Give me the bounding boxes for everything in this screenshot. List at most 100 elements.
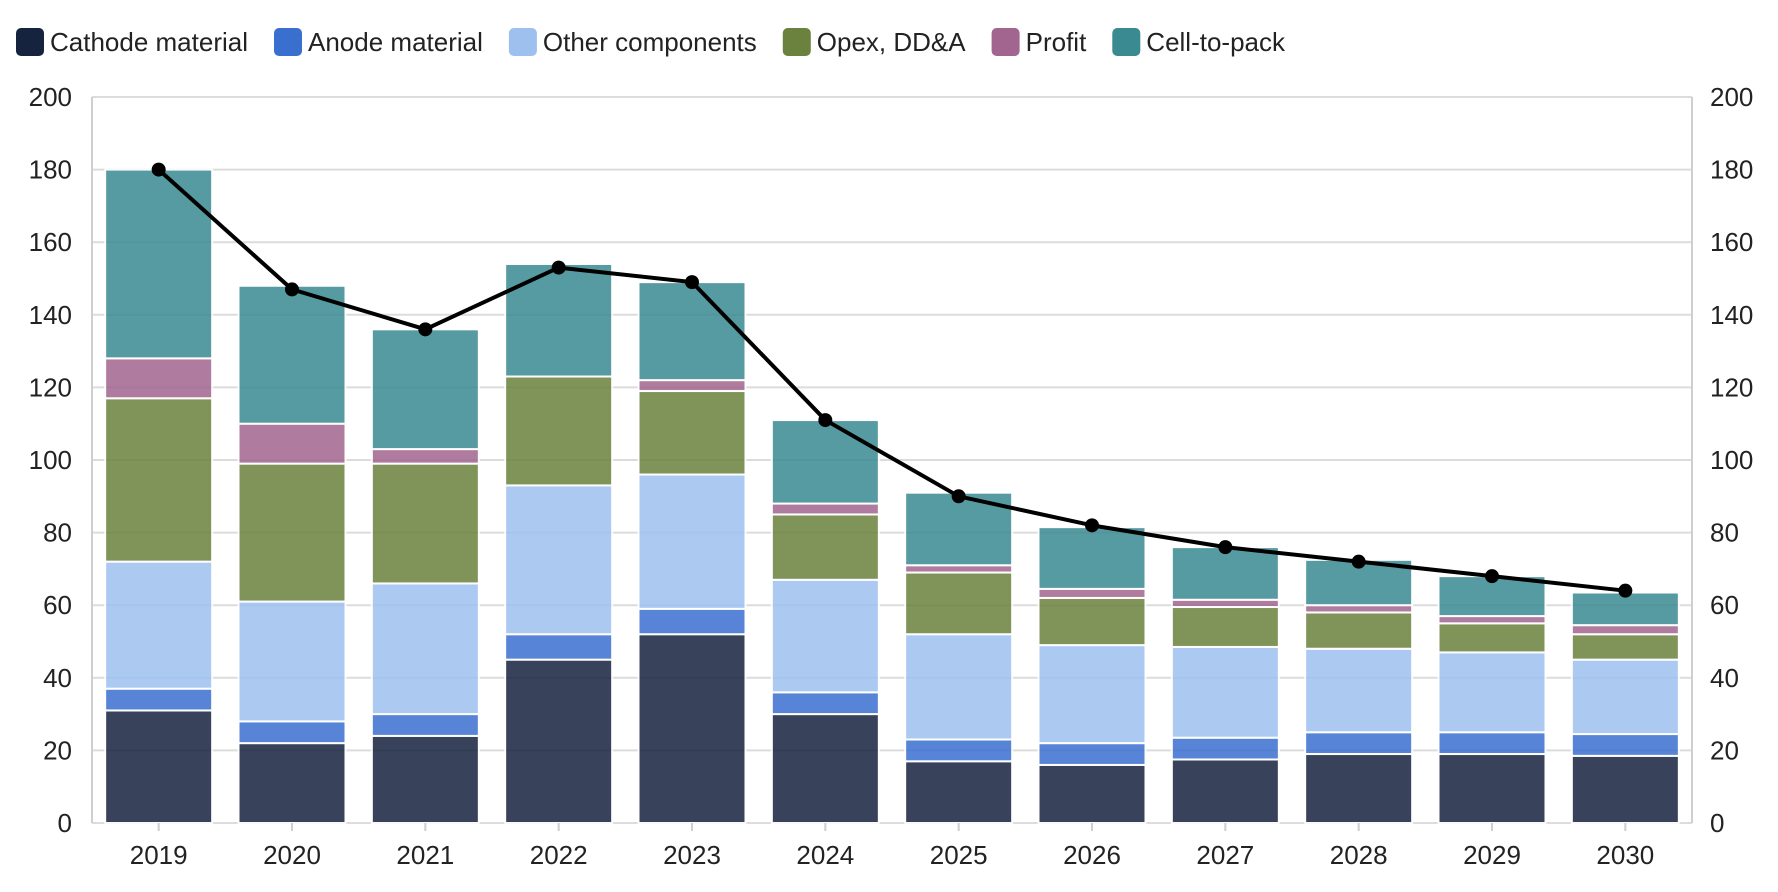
bar-segment-opex-dd-a-2030: [1570, 633, 1680, 661]
bar-segment-other-components-2023: [637, 473, 747, 610]
y-tick-left: 60: [43, 590, 72, 620]
x-tick-label: 2029: [1463, 840, 1521, 870]
y-tick-right: 80: [1710, 518, 1739, 548]
bar-segment-opex-dd-a-2020: [237, 462, 347, 603]
bar-segment-opex-dd-a-2025: [904, 571, 1014, 636]
bar-segment-cell-to-pack-2019: [104, 168, 214, 360]
bar-segment-cathode-material-2027: [1170, 758, 1280, 824]
bar-segment-cathode-material-2026: [1037, 763, 1147, 824]
legend-swatch-5: [1112, 28, 1141, 56]
bar-segment-other-components-2019: [104, 560, 214, 690]
bar-segment-cathode-material-2021: [370, 734, 480, 825]
x-axis: 2019 2020 2021 2022 2023 2024 2025 2026 2027 2028…: [130, 823, 1654, 870]
y-tick-left: 180: [29, 155, 72, 185]
legend-label-2: Other components: [543, 27, 757, 57]
legend-label-0: Cathode material: [50, 27, 248, 57]
bar-segment-other-components-2020: [237, 600, 347, 723]
bar-segment-profit-2019: [104, 357, 214, 400]
legend: Cathode material Anode material Other comp…: [16, 27, 1286, 57]
legend-label-5: Cell-to-pack: [1146, 27, 1286, 57]
y-tick-right: 120: [1710, 372, 1753, 402]
y-tick-right: 20: [1710, 735, 1739, 765]
y-tick-left: 140: [29, 300, 72, 330]
y-tick-left: 40: [43, 663, 72, 693]
bar-segment-profit-2027: [1170, 598, 1280, 609]
y-tick-right: 0: [1710, 808, 1724, 838]
bar-segment-profit-2025: [904, 564, 1014, 574]
bar-segment-cell-to-pack-2020: [237, 284, 347, 425]
y-tick-right: 200: [1710, 82, 1753, 112]
total-line: [157, 168, 1626, 593]
bar-segment-cell-to-pack-2021: [370, 328, 480, 451]
x-tick-label: 2022: [530, 840, 588, 870]
bar-segment-other-components-2025: [904, 633, 1014, 741]
bar-segment-opex-dd-a-2022: [504, 375, 614, 487]
bar-segment-anode-material-2026: [1037, 742, 1147, 766]
bar-segment-other-components-2030: [1570, 658, 1680, 736]
bar-segment-cell-to-pack-2030: [1570, 591, 1680, 627]
bar-segment-other-components-2021: [370, 582, 480, 716]
bar-segment-profit-2029: [1437, 615, 1547, 625]
y-tick-right: 180: [1710, 155, 1753, 185]
x-tick-label: 2019: [130, 840, 188, 870]
legend-label-1: Anode material: [308, 27, 483, 57]
bar-segment-opex-dd-a-2028: [1304, 611, 1414, 650]
bar-segment-anode-material-2021: [370, 713, 480, 737]
legend-swatch-2: [508, 28, 537, 56]
y-tick-left: 80: [43, 518, 72, 548]
bar-segment-anode-material-2025: [904, 738, 1014, 763]
bar-segment-anode-material-2019: [104, 687, 214, 712]
y-tick-left: 120: [29, 372, 72, 402]
total-point-2019: [151, 162, 166, 177]
bar-segment-opex-dd-a-2023: [637, 390, 747, 476]
y-tick-left: 20: [43, 735, 72, 765]
bar-segment-cell-to-pack-2022: [504, 262, 614, 378]
total-point-2029: [1485, 569, 1499, 584]
bar-segment-anode-material-2028: [1304, 731, 1414, 756]
legend-swatch-1: [274, 28, 302, 56]
y-axis-left: 0 20 40 60 80 100 120 140 160 180 200: [29, 82, 72, 838]
bar-segment-opex-dd-a-2019: [104, 397, 214, 563]
total-line-series: [151, 162, 1633, 598]
total-point-2022: [551, 260, 566, 275]
bar-segment-other-components-2029: [1437, 651, 1547, 734]
bar-segment-profit-2028: [1304, 604, 1414, 614]
bar-segment-anode-material-2022: [504, 633, 614, 661]
y-tick-right: 60: [1710, 590, 1739, 620]
total-point-2027: [1218, 540, 1233, 555]
bar-segment-cathode-material-2022: [504, 658, 614, 825]
bar-segment-anode-material-2020: [237, 720, 347, 745]
bar-segment-other-components-2026: [1037, 644, 1147, 745]
total-point-2025: [951, 489, 966, 504]
bar-segment-profit-2030: [1570, 624, 1680, 636]
x-tick-label: 2027: [1196, 840, 1254, 870]
bar-segment-cathode-material-2024: [770, 713, 880, 824]
legend-swatch-4: [991, 28, 1020, 56]
y-tick-right: 40: [1710, 663, 1739, 693]
bar-segment-cell-to-pack-2024: [770, 419, 880, 505]
legend-label-4: Profit: [1026, 27, 1087, 57]
bar-segment-profit-2021: [370, 448, 480, 465]
bar-segment-other-components-2024: [770, 578, 880, 694]
bar-segment-cell-to-pack-2027: [1170, 546, 1280, 601]
bar-segment-opex-dd-a-2021: [370, 462, 480, 585]
x-tick-label: 2020: [263, 840, 321, 870]
y-tick-right: 140: [1710, 300, 1753, 330]
y-tick-left: 0: [58, 808, 72, 838]
bar-segment-cathode-material-2020: [237, 742, 347, 825]
stacked-bars: [104, 168, 1680, 825]
y-tick-right: 100: [1710, 445, 1753, 475]
total-point-2026: [1085, 518, 1099, 533]
legend-swatch-0: [16, 28, 44, 56]
x-tick-label: 2026: [1063, 840, 1121, 870]
total-point-2020: [285, 282, 299, 297]
total-point-2024: [818, 413, 833, 428]
y-tick-left: 160: [29, 227, 72, 257]
bar-segment-cathode-material-2028: [1304, 753, 1414, 825]
legend-label-3: Opex, DD&A: [817, 27, 966, 57]
bar-segment-anode-material-2029: [1437, 731, 1547, 756]
bar-segment-cathode-material-2030: [1570, 754, 1680, 824]
x-tick-label: 2028: [1330, 840, 1388, 870]
bar-segment-cathode-material-2029: [1437, 753, 1547, 825]
